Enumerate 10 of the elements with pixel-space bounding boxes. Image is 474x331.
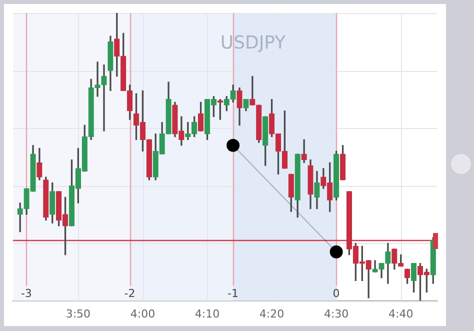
x-tick-label: 4:40 — [388, 307, 414, 320]
x2-tick-label: -3 — [20, 287, 32, 300]
x2-tick-label: -1 — [228, 287, 238, 300]
x-tick-label: 4:20 — [259, 307, 284, 320]
x-tick-label: 4:30 — [324, 307, 349, 320]
x2-tick-label: 0 — [332, 287, 340, 300]
x-tick-label: 4:00 — [130, 307, 156, 320]
x-tick-label: 4:10 — [194, 307, 220, 320]
x2-tick-label: -2 — [124, 287, 136, 300]
x-tick-label: 3:50 — [66, 307, 91, 320]
